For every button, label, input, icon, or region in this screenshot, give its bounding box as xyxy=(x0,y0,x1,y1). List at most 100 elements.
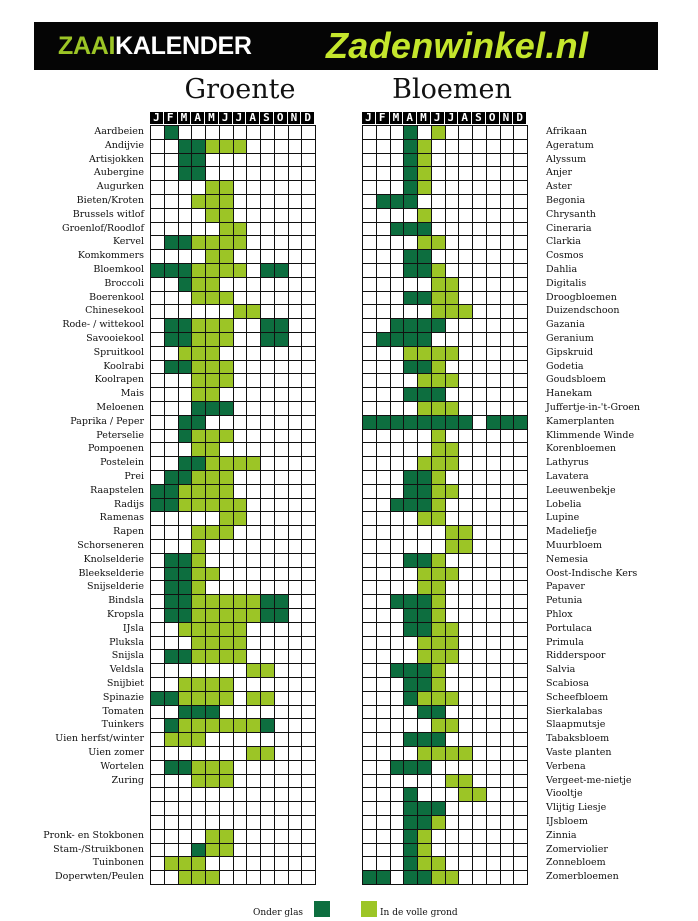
bloemen-calendar-cell xyxy=(472,608,487,623)
groente-calendar-cell xyxy=(205,414,220,430)
bloemen-calendar-cell xyxy=(375,276,391,292)
bloemen-calendar-cell xyxy=(485,276,501,292)
legend-onder-glas-label: Onder glas xyxy=(253,908,304,918)
groente-calendar-cell xyxy=(205,442,220,458)
groente-calendar-cell xyxy=(150,414,165,430)
groente-calendar-cell xyxy=(287,594,303,609)
groente-calendar-cell xyxy=(260,276,275,292)
bloemen-row-label: Papaver xyxy=(546,581,585,593)
bloemen-calendar-cell xyxy=(430,152,446,168)
groente-calendar-cell xyxy=(191,815,206,830)
bloemen-calendar-cell xyxy=(513,125,528,140)
groente-row-label: Tuinbonen xyxy=(92,857,144,869)
bloemen-calendar-cell xyxy=(375,621,391,637)
month-header-cell: J xyxy=(232,112,246,124)
groente-calendar-cell xyxy=(301,401,316,416)
groente-calendar-cell xyxy=(218,580,234,596)
groente-calendar-cell xyxy=(232,856,248,872)
groente-calendar-cell xyxy=(246,759,261,775)
groente-calendar-cell xyxy=(287,442,303,458)
groente-calendar-cell xyxy=(301,690,316,706)
bloemen-calendar-cell xyxy=(375,414,391,430)
groente-calendar-cell xyxy=(218,332,234,347)
groente-calendar-cell xyxy=(273,787,289,803)
bloemen-calendar-cell xyxy=(472,801,487,816)
groente-calendar-cell xyxy=(163,732,179,747)
bloemen-calendar-cell xyxy=(430,718,446,734)
groente-row-label: Meloenen xyxy=(96,402,144,413)
groente-calendar-cell xyxy=(205,828,220,844)
groente-calendar-cell xyxy=(163,677,179,692)
groente-calendar-cell xyxy=(150,842,165,858)
bloemen-calendar-cell xyxy=(444,815,460,830)
bloemen-calendar-cell xyxy=(458,608,473,623)
groente-calendar-cell xyxy=(273,387,289,402)
groente-calendar-cell xyxy=(150,539,165,554)
bloemen-calendar-cell xyxy=(485,787,501,803)
bloemen-calendar-cell xyxy=(485,152,501,168)
groente-calendar-cell xyxy=(191,387,206,402)
bloemen-calendar-cell xyxy=(513,856,528,872)
bloemen-calendar-cell xyxy=(444,566,460,582)
bloemen-calendar-cell xyxy=(375,732,391,747)
bloemen-calendar-cell xyxy=(417,180,432,195)
groente-calendar-cell xyxy=(150,525,165,540)
bloemen-calendar-cell xyxy=(430,387,446,402)
groente-calendar-cell xyxy=(163,401,179,416)
groente-calendar-cell xyxy=(191,608,206,623)
bloemen-calendar-cell xyxy=(430,235,446,251)
groente-calendar-cell xyxy=(177,621,193,637)
groente-calendar-cell xyxy=(232,828,248,844)
bloemen-calendar-cell xyxy=(472,525,487,540)
bloemen-calendar-cell xyxy=(444,125,460,140)
groente-calendar-cell xyxy=(273,249,289,264)
groente-calendar-cell xyxy=(218,828,234,844)
groente-calendar-cell xyxy=(205,511,220,527)
groente-calendar-cell xyxy=(301,332,316,347)
bloemen-calendar-cell xyxy=(403,318,418,333)
groente-calendar-cell xyxy=(177,428,193,444)
groente-calendar-cell xyxy=(177,732,193,747)
bloemen-calendar-cell xyxy=(375,387,391,402)
groente-calendar-cell xyxy=(177,332,193,347)
bloemen-calendar-cell xyxy=(403,856,418,872)
bloemen-calendar-cell xyxy=(513,180,528,195)
bloemen-calendar-cell xyxy=(375,235,391,251)
groente-calendar-cell xyxy=(287,249,303,264)
bloemen-calendar-cell xyxy=(499,870,515,885)
groente-calendar-cell xyxy=(163,332,179,347)
bloemen-calendar-cell xyxy=(458,456,473,471)
bloemen-calendar-cell xyxy=(403,249,418,264)
groente-calendar-cell xyxy=(163,566,179,582)
bloemen-calendar-cell xyxy=(444,263,460,278)
brand-title-rest: KALENDER xyxy=(115,32,252,60)
groente-calendar-cell xyxy=(260,318,275,333)
bloemen-calendar-cell xyxy=(513,138,528,154)
groente-calendar-cell xyxy=(218,125,234,140)
bloemen-calendar-cell xyxy=(362,621,377,637)
bloemen-calendar-cell xyxy=(389,773,405,789)
groente-calendar-cell xyxy=(273,828,289,844)
groente-row-label: Bindsla xyxy=(108,595,144,607)
bloemen-calendar-cell xyxy=(430,801,446,816)
site-logo-text[interactable]: Zadenwinkel.nl xyxy=(326,25,589,66)
groente-calendar-cell xyxy=(191,207,206,223)
groente-calendar-cell xyxy=(177,483,193,499)
groente-calendar-cell xyxy=(218,621,234,637)
groente-calendar-cell xyxy=(246,207,261,223)
groente-calendar-cell xyxy=(150,690,165,706)
groente-calendar-cell xyxy=(163,608,179,623)
bloemen-row-label: Lavatera xyxy=(546,471,589,482)
bloemen-row-label: Tabaksbloem xyxy=(546,733,610,745)
bloemen-calendar-cell xyxy=(362,428,377,444)
bloemen-calendar-cell xyxy=(362,207,377,223)
month-header-cell: A xyxy=(191,112,204,124)
bloemen-calendar-cell xyxy=(417,649,432,665)
bloemen-calendar-cell xyxy=(375,815,391,830)
bloemen-calendar-cell xyxy=(362,456,377,471)
groente-calendar-cell xyxy=(163,815,179,830)
groente-calendar-cell xyxy=(273,690,289,706)
groente-calendar-cell xyxy=(205,166,220,182)
bloemen-calendar-cell xyxy=(375,442,391,458)
bloemen-calendar-cell xyxy=(458,566,473,582)
